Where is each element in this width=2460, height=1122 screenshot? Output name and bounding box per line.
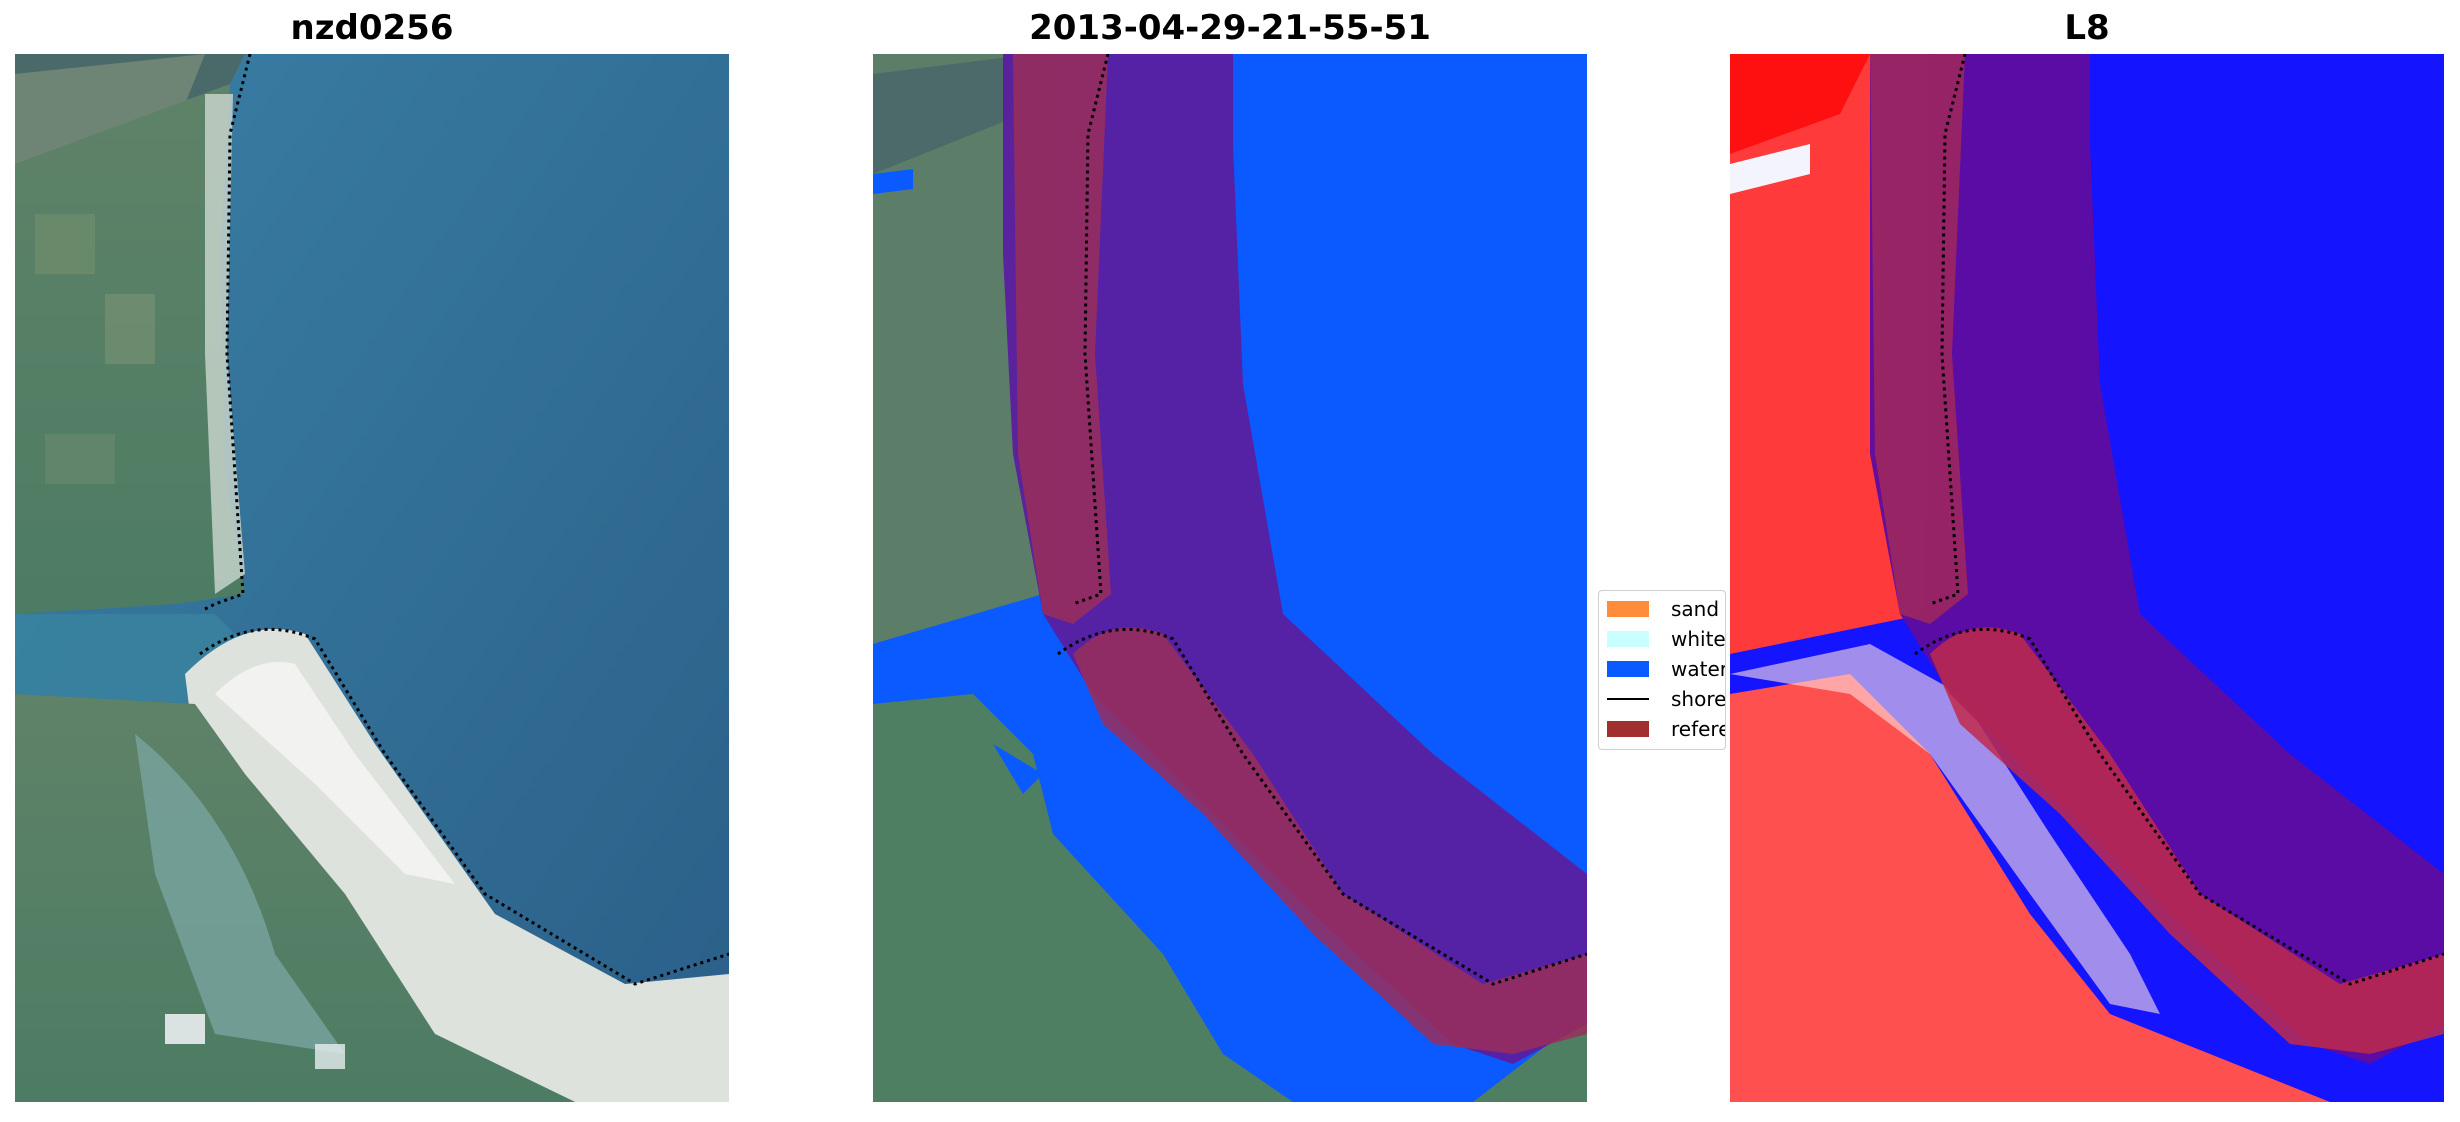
legend-item-shoreline: shorel [1607,687,1726,711]
water-swatch [1607,661,1649,677]
whitewater-swatch [1607,631,1649,647]
legend-label-reference: referen [1671,717,1725,741]
sand-swatch [1607,601,1649,617]
legend-label-shoreline: shorel [1671,687,1726,711]
legend-item-sand: sand [1607,597,1725,621]
legend-label-water: water [1671,657,1726,681]
panel-title-rgb: nzd0256 [290,8,454,48]
classification-image-svg [873,54,1587,1102]
classification-image [873,54,1587,1102]
legend-item-water: water [1607,657,1726,681]
rgb-satellite-image [15,54,729,1102]
reference-swatch [1607,721,1649,737]
l8-index-image [1730,54,2444,1102]
panel-title-l8: L8 [2064,8,2110,48]
shoreline-line-swatch [1607,698,1649,700]
l8-image-svg [1730,54,2444,1102]
rgb-image-svg [15,54,729,1102]
legend-item-reference: referen [1607,717,1725,741]
panel-title-classification: 2013-04-29-21-55-51 [1029,8,1431,48]
legend-label-sand: sand [1671,597,1720,621]
